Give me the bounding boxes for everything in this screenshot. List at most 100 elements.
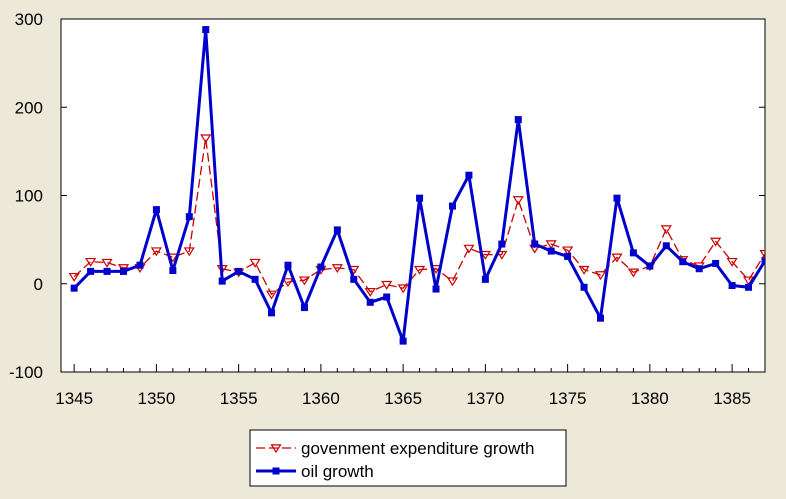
- data-point: [235, 267, 243, 275]
- data-point: [397, 284, 409, 294]
- data-point: [446, 277, 459, 287]
- data-point: [679, 258, 687, 266]
- data-point: [498, 240, 506, 248]
- data-point: [479, 250, 491, 260]
- data-point: [284, 261, 292, 269]
- data-point: [350, 275, 358, 283]
- data-point: [613, 194, 621, 202]
- data-point: [594, 271, 607, 281]
- data-point: [317, 263, 325, 271]
- y-tick-label: 0: [34, 275, 43, 294]
- data-point: [629, 249, 637, 257]
- data-point: [150, 247, 162, 257]
- x-tick-label: 1345: [55, 389, 93, 408]
- data-point: [268, 309, 276, 317]
- data-point: [432, 285, 440, 293]
- data-point: [646, 262, 654, 270]
- y-tick-label: 300: [15, 10, 43, 29]
- data-point: [496, 250, 508, 260]
- data-point: [152, 206, 160, 214]
- data-point: [728, 282, 736, 290]
- data-point: [282, 278, 294, 288]
- data-point: [364, 287, 376, 297]
- data-point: [514, 116, 522, 124]
- x-tick-label: 1355: [220, 389, 258, 408]
- data-point: [547, 247, 555, 255]
- data-point: [169, 267, 177, 275]
- data-point: [333, 226, 341, 234]
- data-point: [463, 244, 475, 254]
- data-point: [101, 258, 113, 268]
- legend-marker: [272, 467, 280, 475]
- y-tick-label: -100: [9, 363, 43, 382]
- data-point: [120, 267, 128, 275]
- data-point: [564, 252, 572, 260]
- series-oil-growth: [70, 26, 765, 345]
- legend-marker: [270, 444, 282, 454]
- data-point: [481, 275, 489, 283]
- data-point: [710, 237, 722, 247]
- data-point: [366, 298, 374, 306]
- data-point: [660, 225, 672, 235]
- x-tick-label: 1375: [549, 389, 587, 408]
- data-point: [512, 196, 524, 206]
- data-point: [742, 276, 755, 286]
- legend-label: govenment expenditure growth: [301, 439, 534, 458]
- data-point: [251, 275, 259, 283]
- data-point: [300, 304, 308, 312]
- data-point: [70, 284, 78, 292]
- data-point: [662, 242, 670, 250]
- data-point: [580, 283, 588, 291]
- data-point: [627, 268, 639, 278]
- data-point: [611, 253, 623, 263]
- data-point: [726, 257, 738, 267]
- data-point: [712, 259, 720, 267]
- x-tick-label: 1385: [713, 389, 751, 408]
- data-point: [531, 240, 539, 248]
- data-point: [578, 265, 590, 275]
- data-point: [85, 257, 97, 267]
- data-point: [381, 280, 393, 290]
- legend: govenment expenditure growth oil growth: [249, 429, 567, 487]
- data-point: [413, 265, 426, 275]
- data-point: [185, 213, 193, 221]
- legend-label: oil growth: [301, 462, 374, 481]
- y-tick-label: 200: [15, 98, 43, 117]
- data-point: [597, 314, 605, 322]
- y-tick-label: 100: [15, 187, 43, 206]
- data-point: [218, 277, 226, 285]
- data-point: [745, 283, 753, 291]
- data-point: [399, 337, 407, 345]
- data-point: [298, 276, 311, 286]
- x-tick-label: 1380: [631, 389, 669, 408]
- data-point: [331, 264, 343, 274]
- legend-item: oil growth: [256, 462, 374, 481]
- data-point: [249, 258, 261, 268]
- x-tick-label: 1370: [466, 389, 504, 408]
- data-point: [103, 267, 111, 275]
- x-tick-label: 1350: [137, 389, 175, 408]
- data-point: [265, 290, 278, 300]
- legend-item: govenment expenditure growth: [256, 439, 534, 458]
- data-point: [448, 202, 456, 210]
- x-tick-label: 1365: [384, 389, 422, 408]
- data-point: [545, 240, 557, 250]
- data-point: [465, 171, 473, 179]
- data-point: [136, 261, 144, 269]
- data-point: [695, 265, 703, 273]
- x-tick-label: 1360: [302, 389, 340, 408]
- plot-area: [60, 18, 766, 373]
- data-point: [416, 194, 424, 202]
- legend-box: [249, 429, 567, 487]
- data-point: [183, 247, 195, 257]
- data-point: [200, 134, 212, 144]
- data-point: [761, 257, 765, 265]
- data-point: [87, 267, 95, 275]
- data-point: [68, 272, 80, 282]
- data-point: [202, 26, 210, 34]
- data-point: [562, 246, 574, 256]
- data-point: [383, 293, 391, 301]
- data-point: [759, 249, 765, 259]
